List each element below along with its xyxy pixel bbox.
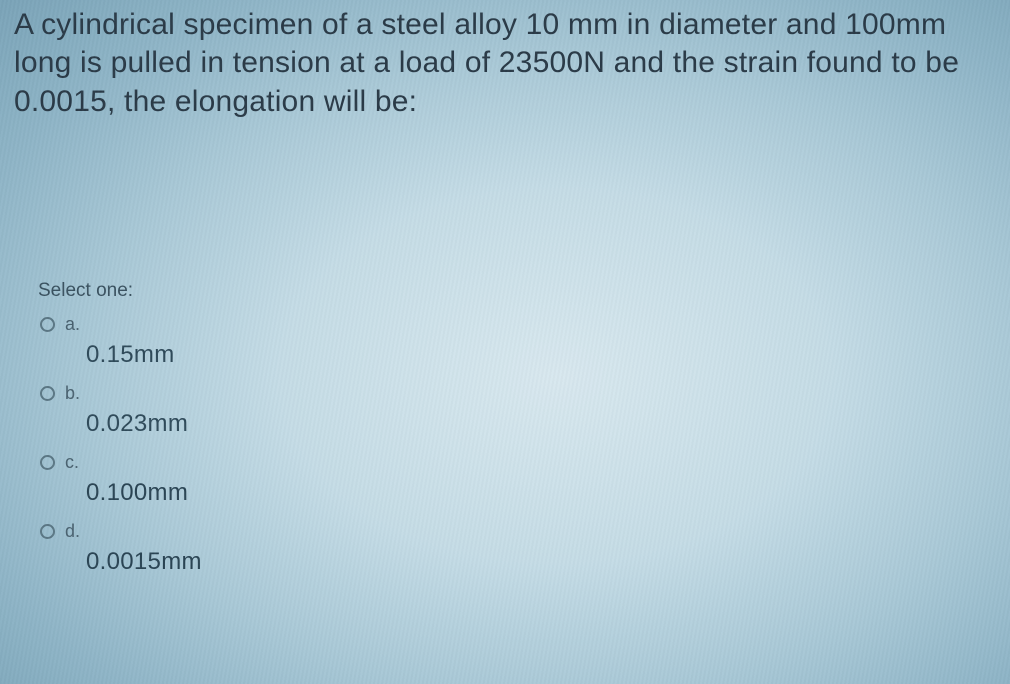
option-value: 0.023mm [86, 410, 970, 438]
radio-icon[interactable] [40, 524, 55, 539]
option-d-head[interactable]: d. [40, 521, 970, 542]
option-b[interactable]: b. 0.023mm [40, 383, 970, 438]
option-value: 0.100mm [86, 479, 970, 507]
option-letter: d. [65, 521, 80, 542]
option-letter: b. [65, 383, 80, 404]
options-group: a. 0.15mm b. 0.023mm c. 0.100mm d. 0.001… [40, 314, 970, 590]
option-a[interactable]: a. 0.15mm [40, 314, 970, 369]
radio-icon[interactable] [40, 386, 55, 401]
radio-icon[interactable] [40, 317, 55, 332]
option-a-head[interactable]: a. [40, 314, 970, 335]
option-value: 0.15mm [86, 341, 970, 369]
option-letter: a. [65, 314, 80, 335]
option-value: 0.0015mm [86, 548, 970, 576]
option-c-head[interactable]: c. [40, 452, 970, 473]
select-one-label: Select one: [38, 280, 133, 302]
option-c[interactable]: c. 0.100mm [40, 452, 970, 507]
option-letter: c. [65, 452, 79, 473]
option-b-head[interactable]: b. [40, 383, 970, 404]
question-text: A cylindrical specimen of a steel alloy … [14, 6, 1000, 121]
option-d[interactable]: d. 0.0015mm [40, 521, 970, 576]
radio-icon[interactable] [40, 455, 55, 470]
